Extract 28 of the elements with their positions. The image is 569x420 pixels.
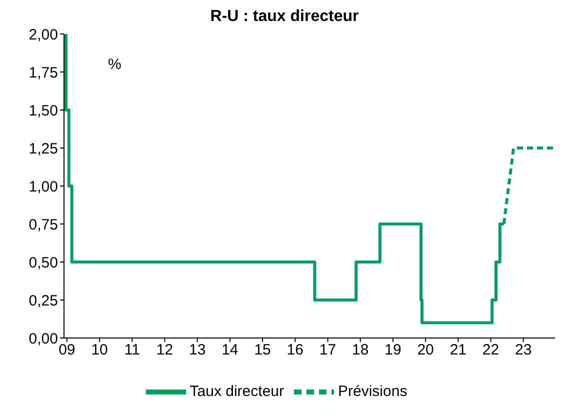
legend-label: Prévisions (338, 382, 408, 400)
x-tick-label: 13 (189, 342, 206, 359)
x-tick-label: 18 (352, 342, 369, 359)
y-tick-label: 1,50 (28, 102, 58, 120)
x-tick-label: 21 (450, 342, 467, 359)
legend-label: Taux directeur (190, 382, 284, 400)
x-tick-label: 15 (254, 342, 271, 359)
x-tick-label: 14 (222, 342, 238, 359)
x-tick-label: 09 (58, 342, 76, 359)
y-tick-label: 1,25 (28, 140, 58, 158)
x-tick-label: 17 (319, 342, 336, 359)
x-tick-label: 10 (91, 342, 108, 359)
y-tick-label: 0,75 (28, 216, 58, 234)
chart-title: R-U : taux directeur (209, 8, 360, 27)
x-tick-label: 20 (417, 342, 434, 359)
x-tick-label: 12 (156, 342, 174, 359)
x-tick-label: 11 (124, 342, 140, 359)
y-tick-label: 2,00 (28, 26, 58, 44)
y-tick-label: 0,50 (28, 254, 58, 272)
y-tick-label: 1,00 (28, 178, 58, 196)
x-tick-label: 16 (286, 342, 304, 359)
annotation: % (108, 56, 122, 73)
y-tick-label: 0,00 (28, 330, 58, 348)
y-tick-label: 0,25 (28, 292, 58, 310)
x-tick-label: 22 (482, 342, 500, 359)
y-tick-label: 1,75 (28, 64, 58, 82)
x-tick-label: 19 (384, 342, 402, 359)
x-tick-label: 23 (515, 342, 532, 359)
